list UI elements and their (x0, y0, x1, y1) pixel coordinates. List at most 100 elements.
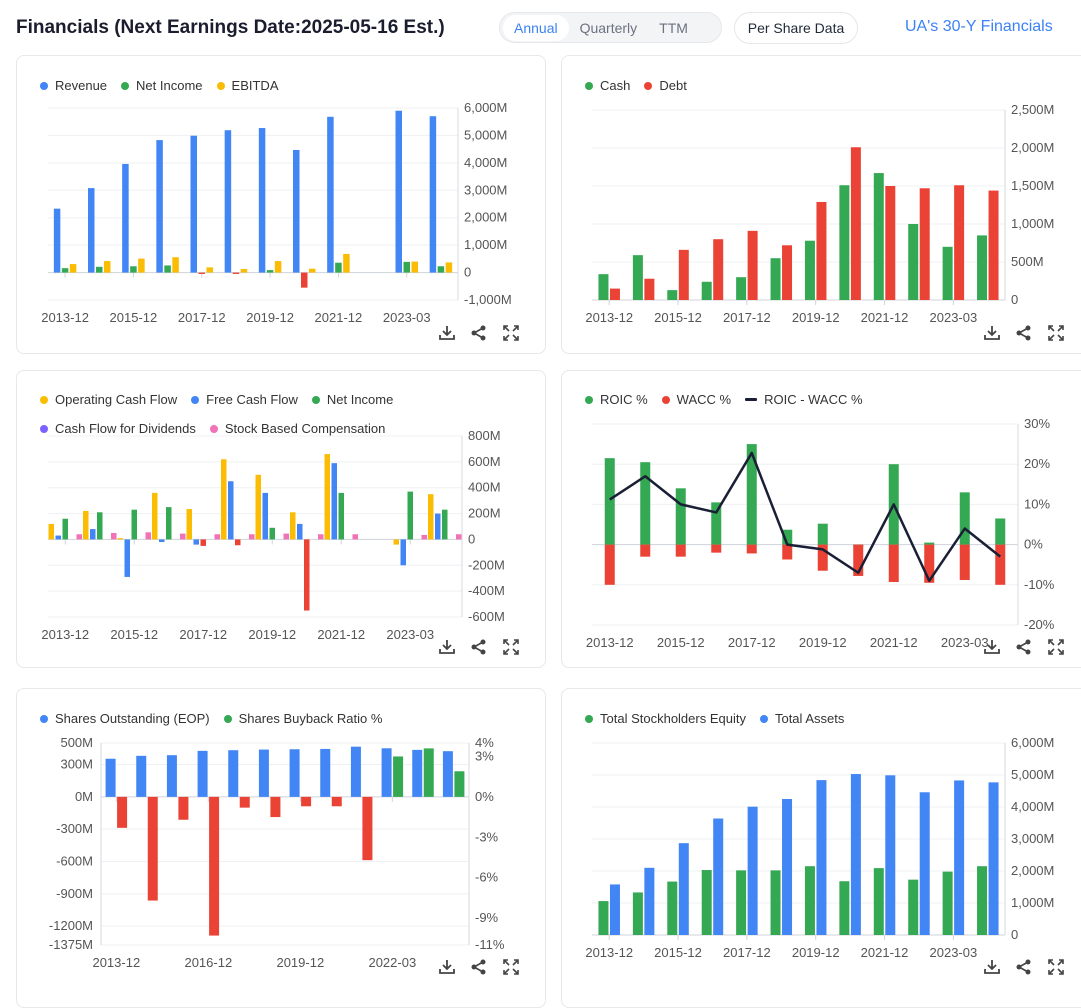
fullscreen-icon[interactable] (502, 324, 520, 342)
bar-total-assets-2023-03[interactable] (954, 780, 965, 935)
bar-net-income-2024-03[interactable] (442, 509, 448, 540)
bar-shares-buyback-ratio--2019-12[interactable] (301, 796, 312, 807)
bar-total-assets-2018-12[interactable] (782, 799, 793, 935)
bar-shares-outstanding-eop--2021-12[interactable] (350, 746, 361, 797)
bar-net-income-2019-12[interactable] (266, 270, 274, 273)
bar-net-income-2015-12[interactable] (131, 509, 138, 540)
bar-operating-cash-flow-2013-12[interactable] (48, 523, 55, 540)
bar-net-income-2018-12[interactable] (235, 539, 241, 546)
bar-wacc--2013-12[interactable] (604, 544, 615, 585)
bar-free-cash-flow-2014-12[interactable] (90, 529, 96, 540)
bar-cash-2023-03[interactable] (942, 246, 953, 300)
bar-revenue-2023-03[interactable] (395, 110, 403, 273)
bar-total-assets-2020-12[interactable] (850, 774, 861, 935)
bar-free-cash-flow-2020-12[interactable] (297, 523, 303, 540)
bar-operating-cash-flow-2014-12[interactable] (83, 510, 89, 540)
share-icon[interactable] (1015, 324, 1033, 342)
bar-shares-outstanding-eop--2023-03[interactable] (412, 749, 423, 797)
bar-net-income-2020-12[interactable] (304, 539, 310, 611)
bar-roic--2017-12[interactable] (746, 444, 757, 545)
bar-operating-cash-flow-2023-03[interactable] (393, 539, 400, 545)
share-icon[interactable] (470, 324, 488, 342)
bar-shares-outstanding-eop--2016-12[interactable] (197, 750, 208, 797)
bar-debt-2023-03[interactable] (954, 185, 965, 300)
legend-item[interactable]: ROIC % (585, 392, 648, 407)
bar-net-income-2020-12[interactable] (301, 272, 308, 288)
bar-ebitda-2023-03[interactable] (411, 261, 419, 273)
share-icon[interactable] (1015, 638, 1033, 656)
download-icon[interactable] (983, 324, 1001, 342)
bar-shares-outstanding-eop--2017-12[interactable] (228, 750, 239, 797)
bar-roic--2015-12[interactable] (675, 488, 686, 545)
bar-wacc--2015-12[interactable] (675, 544, 686, 557)
bar-ebitda-2017-12[interactable] (206, 267, 214, 273)
share-icon[interactable] (1015, 958, 1033, 976)
bar-stock-based-compensation-2015-12[interactable] (145, 532, 152, 540)
tab-annual[interactable]: Annual (503, 14, 569, 41)
bar-total-stockholders-equity-2023-03[interactable] (942, 871, 953, 935)
download-icon[interactable] (438, 958, 456, 976)
bar-net-income-2024-03[interactable] (437, 266, 445, 273)
bar-revenue-2024-03[interactable] (429, 116, 437, 273)
bar-roic--2023-03[interactable] (959, 492, 970, 545)
bar-debt-2024-03[interactable] (988, 190, 999, 300)
legend-item[interactable]: WACC % (661, 392, 731, 407)
bar-revenue-2017-12[interactable] (190, 135, 198, 273)
bar-operating-cash-flow-2021-12[interactable] (324, 454, 331, 540)
bar-net-income-2013-12[interactable] (61, 268, 69, 273)
bar-total-assets-2013-12[interactable] (609, 884, 620, 935)
bar-cash-2024-03[interactable] (977, 235, 988, 300)
bar-total-assets-2017-12[interactable] (747, 806, 758, 935)
bar-wacc--2020-12[interactable] (853, 544, 864, 576)
bar-shares-buyback-ratio--2022-03[interactable] (393, 756, 404, 797)
bar-net-income-2017-12[interactable] (198, 272, 206, 274)
bar-ebitda-2020-12[interactable] (309, 268, 316, 273)
legend-item[interactable]: EBITDA (216, 78, 279, 93)
bar-operating-cash-flow-2015-12[interactable] (117, 538, 124, 540)
bar-free-cash-flow-2019-12[interactable] (262, 492, 269, 540)
legend-item[interactable]: Revenue (40, 78, 107, 93)
bar-shares-outstanding-eop--2024-03[interactable] (442, 751, 453, 797)
bar-revenue-2013-12[interactable] (53, 208, 61, 273)
bar-debt-2021-12[interactable] (885, 186, 896, 300)
bar-shares-outstanding-eop--2013-12[interactable] (105, 758, 116, 797)
bar-shares-outstanding-eop--2022-03[interactable] (381, 748, 392, 797)
bar-net-income-2015-12[interactable] (130, 266, 137, 273)
bar-shares-outstanding-eop--2015-12[interactable] (166, 755, 177, 797)
bar-net-income-2017-12[interactable] (200, 539, 207, 546)
bar-wacc--2016-12[interactable] (711, 544, 722, 553)
bar-total-stockholders-equity-2021-12[interactable] (873, 868, 884, 935)
bar-shares-buyback-ratio--2015-12[interactable] (178, 796, 189, 820)
bar-free-cash-flow-2024-03[interactable] (435, 513, 441, 540)
bar-total-assets-2015-12[interactable] (678, 843, 689, 935)
legend-item[interactable]: Total Stockholders Equity (585, 711, 746, 726)
bar-free-cash-flow-2016-12[interactable] (159, 539, 165, 543)
bar-shares-buyback-ratio--2017-12[interactable] (239, 796, 250, 808)
bar-stock-based-compensation-2017-12[interactable] (214, 534, 221, 540)
bar-cash-2020-12[interactable] (839, 185, 850, 300)
legend-item[interactable]: Total Assets (759, 711, 844, 726)
bar-revenue-2020-12[interactable] (293, 149, 300, 273)
fullscreen-icon[interactable] (1047, 324, 1065, 342)
bar-shares-buyback-ratio--2020-12[interactable] (331, 796, 342, 807)
bar-shares-buyback-ratio--2021-12[interactable] (362, 796, 373, 861)
bar-total-stockholders-equity-2020-12[interactable] (839, 881, 850, 935)
bar-total-stockholders-equity-2022-03[interactable] (908, 879, 919, 935)
bar-wacc--2024-03[interactable] (995, 544, 1006, 585)
bar-net-income-2014-12[interactable] (97, 512, 103, 540)
legend-item[interactable]: Free Cash Flow (191, 392, 298, 407)
bar-debt-2018-12[interactable] (782, 245, 793, 300)
bar-wacc--2014-12[interactable] (640, 544, 651, 557)
bar-total-stockholders-equity-2024-03[interactable] (977, 866, 988, 935)
bar-revenue-2019-12[interactable] (258, 128, 266, 273)
bar-cash-2014-12[interactable] (632, 255, 643, 300)
bar-roic--2013-12[interactable] (604, 458, 615, 545)
bar-net-income-2014-12[interactable] (96, 266, 103, 273)
bar-roic--2016-12[interactable] (711, 502, 722, 545)
bar-cash-2022-03[interactable] (908, 224, 919, 300)
bar-stock-based-compensation-2020-12[interactable] (318, 534, 324, 540)
bar-stock-based-compensation-2021-12[interactable] (352, 534, 359, 540)
legend-item[interactable]: Shares Outstanding (EOP) (40, 711, 210, 726)
bar-total-assets-2024-03[interactable] (988, 782, 999, 935)
bar-net-income-2021-12[interactable] (335, 262, 342, 273)
